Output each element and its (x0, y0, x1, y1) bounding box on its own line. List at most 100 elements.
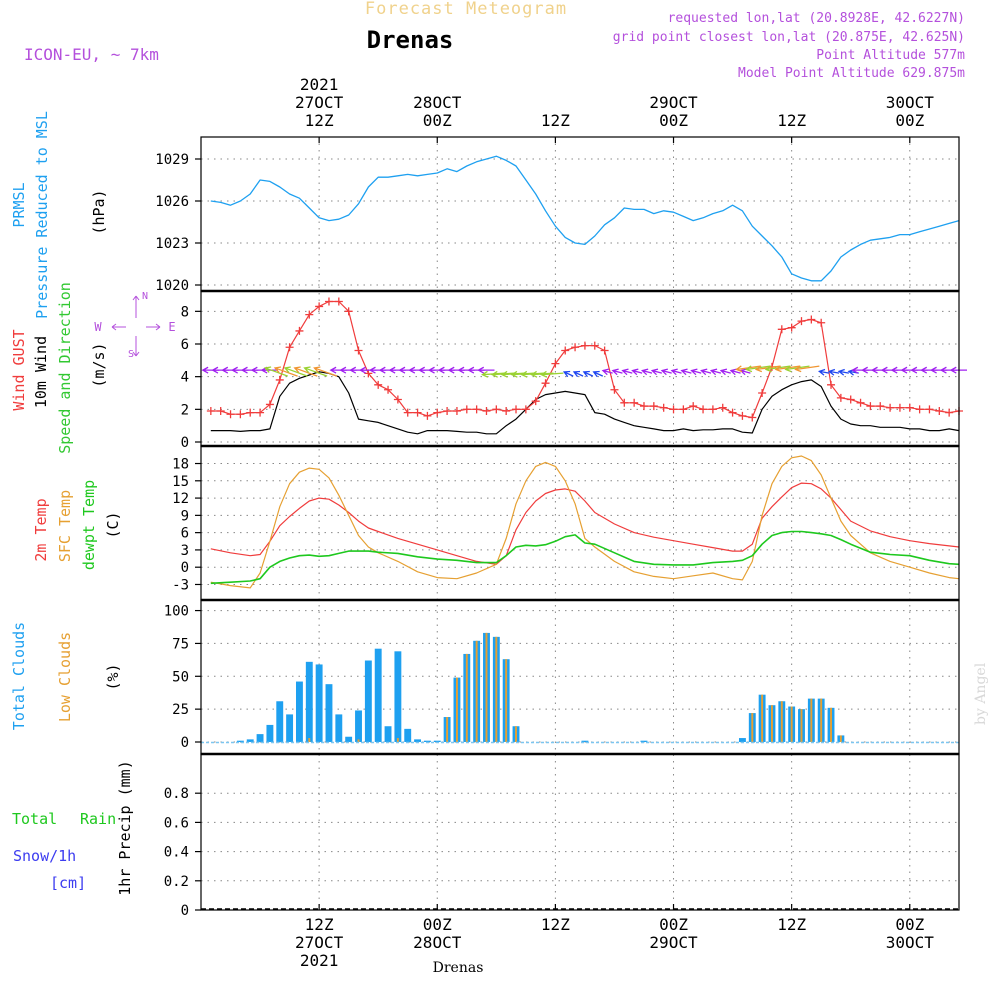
precip-total-label: Total (12, 810, 57, 828)
y-tick-label: 0.6 (164, 815, 189, 831)
top-time-label: 12Z (541, 111, 570, 130)
top-time-label: 12Z (777, 111, 806, 130)
wind-direction-arrow (572, 370, 584, 378)
wind-gust-point (384, 385, 393, 394)
bottom-time-label: 00Z (895, 915, 924, 934)
wind-speed-line (210, 371, 960, 435)
total-clouds-bar (414, 739, 422, 742)
low-clouds-bar (820, 698, 823, 742)
wind-direction-arrow (540, 370, 564, 378)
y-tick-label: 18 (172, 457, 189, 473)
wind-gust-point (600, 346, 609, 355)
wind-direction-arrow (827, 368, 840, 376)
wind-gust-point (915, 405, 924, 414)
pressure-unit-label: (hPa) (90, 189, 108, 234)
wind-direction-arrow (709, 368, 722, 376)
wind-gust-point (344, 307, 353, 316)
total-clouds-bar (246, 739, 254, 742)
wind-gust-point (669, 405, 678, 414)
wind-gust-point (797, 317, 806, 326)
bottom-time-label: 00Z (423, 915, 452, 934)
total-clouds-bar (640, 740, 648, 742)
top-time-label: 00Z (895, 111, 924, 130)
wind-gust-point (502, 406, 511, 415)
wind-gust-point (275, 375, 284, 384)
wind-gust-point (630, 398, 639, 407)
panel-frame (200, 753, 960, 911)
total-clouds-bar (315, 664, 323, 742)
grid-point-coords: grid point closest lon,lat (20.875E, 42.… (613, 30, 965, 45)
y-tick-label: 1026 (155, 194, 189, 210)
wind-gust-point (206, 406, 215, 415)
wind-gust-point (610, 385, 619, 394)
wind-gust-point (639, 402, 648, 411)
wind-gust-point (305, 310, 314, 319)
bottom-time-label: 27OCT (295, 933, 344, 952)
wind-gust-point (925, 405, 934, 414)
model-label: ICON-EU, ~ 7km (24, 45, 159, 64)
wind-direction-arrow (283, 366, 308, 377)
wind-gust-point (236, 410, 245, 419)
clouds-unit-label: (%) (104, 663, 122, 690)
wind-direction-arrow (837, 368, 849, 376)
total-clouds-bar (364, 660, 372, 742)
wind-gust-point (758, 389, 767, 397)
top-time-label: 30OCT (886, 93, 935, 112)
y-tick-label: 100 (164, 604, 189, 620)
total-clouds-bar (738, 738, 746, 742)
wind-gust-point (295, 326, 304, 335)
wind-gust-point (866, 402, 875, 411)
total-clouds-bar (335, 714, 343, 742)
wind-direction-arrow (313, 366, 338, 377)
credit-watermark: by Angel (973, 662, 989, 725)
total-clouds-bar (433, 740, 441, 742)
y-tick-label: 75 (172, 636, 189, 652)
total-clouds-bar (404, 728, 412, 742)
wind-gust-point (403, 408, 412, 417)
wind-gust-point (324, 297, 333, 306)
wind-direction-arrow (650, 368, 662, 376)
wind-gust-point (699, 405, 708, 414)
compass-west: W (94, 320, 102, 334)
total-clouds-bar (295, 681, 303, 742)
wind-direction-arrow (592, 370, 604, 378)
wind-gust-point (738, 411, 747, 420)
bottom-time-label: 00Z (659, 915, 688, 934)
wind-gust-point (708, 405, 717, 414)
wind-direction-label: Speed and Direction (56, 282, 74, 454)
temp-dewpt-line (210, 530, 960, 585)
wind-gust-point (945, 408, 954, 417)
temp-unit-label: (C) (104, 511, 122, 538)
wind-gust-point (492, 405, 501, 414)
wind-gust-point (679, 405, 688, 414)
low-clouds-bar (465, 653, 468, 742)
wind-direction-arrow (729, 368, 741, 376)
y-tick-label: 0 (181, 435, 189, 451)
pressure-label-msl: Pressure Reduced to MSL (33, 111, 51, 319)
wind-direction-arrow (601, 368, 613, 376)
wind-gust-point (472, 405, 481, 414)
compass-north: N (142, 291, 148, 302)
wind-direction-arrow (794, 365, 820, 373)
wind-gust-point (571, 343, 580, 352)
low-clouds-bar (446, 717, 449, 742)
wind-gust-point (846, 395, 855, 404)
wind-gust-point (728, 408, 737, 417)
wind-direction-arrow (660, 368, 672, 376)
low-clouds-bar (790, 706, 793, 742)
y-tick-label: 1020 (155, 278, 189, 294)
label-layer: 102010231026102902468-303691215180255075… (10, 75, 934, 970)
total-clouds-bar (266, 724, 274, 742)
compass-east: E (168, 320, 175, 334)
total-clouds-bar (276, 701, 284, 742)
low-clouds-bar (751, 713, 754, 742)
bottom-time-label: 12Z (305, 915, 334, 934)
wind-gust-point (580, 341, 589, 350)
bottom-time-label: 2021 (300, 951, 339, 970)
chart-title: Forecast Meteogram (365, 0, 567, 19)
total-clouds-bar (581, 740, 589, 742)
bottom-time-label: 30OCT (886, 933, 935, 952)
compass-south: S (128, 349, 134, 360)
low-clouds-bar (810, 698, 813, 742)
wind-direction-arrow (621, 368, 633, 376)
